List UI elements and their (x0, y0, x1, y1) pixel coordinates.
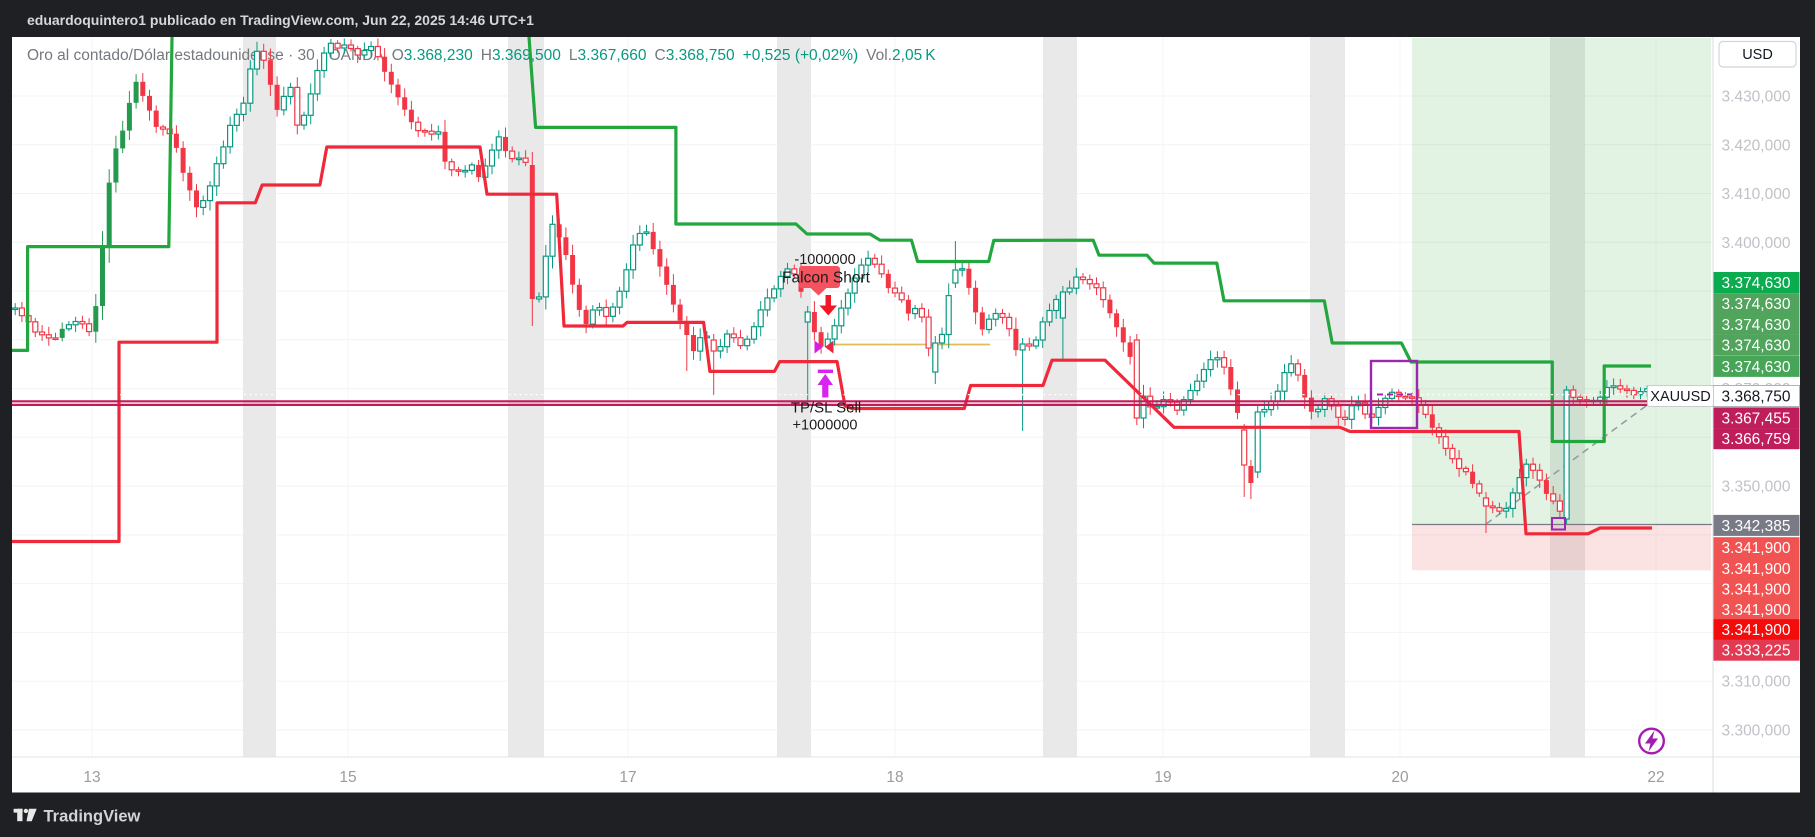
svg-text:3.366,759: 3.366,759 (1722, 431, 1791, 448)
svg-text:-1000000: -1000000 (794, 252, 855, 268)
svg-text:3.368,750: 3.368,750 (1722, 388, 1791, 405)
svg-text:Falcon Short: Falcon Short (782, 270, 871, 287)
svg-text:3.430,000: 3.430,000 (1722, 89, 1791, 106)
svg-text:3.341,900: 3.341,900 (1722, 561, 1791, 578)
svg-text:USD: USD (1742, 47, 1773, 63)
svg-text:22: 22 (1647, 769, 1664, 786)
svg-text:3.300,000: 3.300,000 (1722, 722, 1791, 739)
svg-text:15: 15 (339, 769, 356, 786)
svg-text:3.341,900: 3.341,900 (1722, 602, 1791, 619)
svg-text:3.333,225: 3.333,225 (1722, 643, 1791, 660)
svg-text:20: 20 (1391, 769, 1409, 786)
svg-text:18: 18 (886, 769, 903, 786)
svg-text:17: 17 (619, 769, 636, 786)
svg-text:3.400,000: 3.400,000 (1722, 235, 1791, 252)
svg-text:XAUUSD: XAUUSD (1650, 389, 1710, 405)
svg-text:eduardoquintero1 publicado en: eduardoquintero1 publicado en TradingVie… (27, 12, 534, 28)
svg-text:3.342,385: 3.342,385 (1722, 518, 1791, 535)
svg-text:3.374,630: 3.374,630 (1722, 338, 1791, 355)
svg-text:TP/SL Sell: TP/SL Sell (791, 400, 861, 417)
svg-text:3.350,000: 3.350,000 (1722, 479, 1791, 496)
svg-text:3.374,630: 3.374,630 (1722, 296, 1791, 313)
svg-text:+1000000: +1000000 (793, 418, 858, 434)
svg-text:3.420,000: 3.420,000 (1722, 137, 1791, 154)
svg-text:Oro al contado/Dólar estadouni: Oro al contado/Dólar estadounidense · 30… (27, 47, 936, 64)
svg-text:3.374,630: 3.374,630 (1722, 275, 1791, 292)
svg-text:13: 13 (83, 769, 100, 786)
svg-text:TradingView: TradingView (44, 808, 141, 826)
svg-text:19: 19 (1154, 769, 1171, 786)
svg-text:3.410,000: 3.410,000 (1722, 186, 1791, 203)
svg-text:3.341,900: 3.341,900 (1722, 540, 1791, 557)
svg-text:3.367,455: 3.367,455 (1722, 410, 1791, 427)
svg-text:3.341,900: 3.341,900 (1722, 622, 1791, 639)
svg-text:3.374,630: 3.374,630 (1722, 317, 1791, 334)
svg-text:3.374,630: 3.374,630 (1722, 359, 1791, 376)
svg-text:3.341,900: 3.341,900 (1722, 581, 1791, 598)
svg-text:3.310,000: 3.310,000 (1722, 674, 1791, 691)
